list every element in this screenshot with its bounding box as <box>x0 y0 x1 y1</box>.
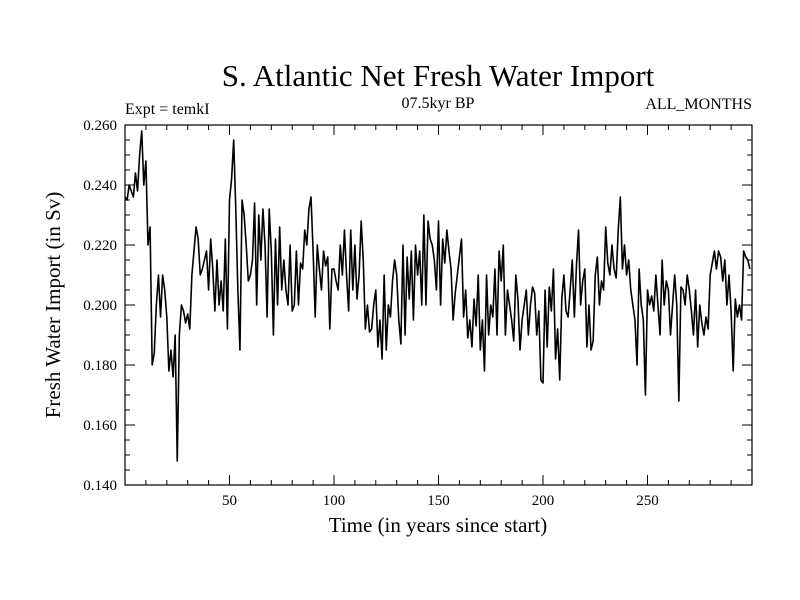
y-axis-label: Fresh Water Import (in Sv) <box>41 192 65 419</box>
y-tick-label: 0.140 <box>83 478 117 494</box>
y-tick-label: 0.180 <box>83 358 117 374</box>
x-tick-label: 50 <box>222 493 237 509</box>
y-axis-ticks: 0.140 0.160 0.180 0.200 0.220 0.240 0.260 <box>83 118 752 494</box>
y-tick-label: 0.220 <box>83 238 117 254</box>
experiment-label: Expt = temkI <box>125 101 210 118</box>
data-series-line <box>124 130 751 462</box>
x-tick-label: 150 <box>427 493 450 509</box>
chart-subtitle: 07.5kyr BP <box>402 95 475 112</box>
x-tick-label: 250 <box>636 493 659 509</box>
months-label: ALL_MONTHS <box>645 96 752 113</box>
x-axis-label: Time (in years since start) <box>329 513 548 537</box>
y-tick-label: 0.200 <box>83 298 117 314</box>
x-axis-ticks: 50 100 150 200 250 <box>145 125 732 509</box>
y-tick-label: 0.260 <box>83 118 117 134</box>
x-tick-label: 100 <box>323 493 346 509</box>
y-tick-label: 0.160 <box>83 418 117 434</box>
y-tick-label: 0.240 <box>83 178 117 194</box>
chart-title: S. Atlantic Net Fresh Water Import <box>222 58 655 93</box>
x-tick-label: 200 <box>532 493 555 509</box>
